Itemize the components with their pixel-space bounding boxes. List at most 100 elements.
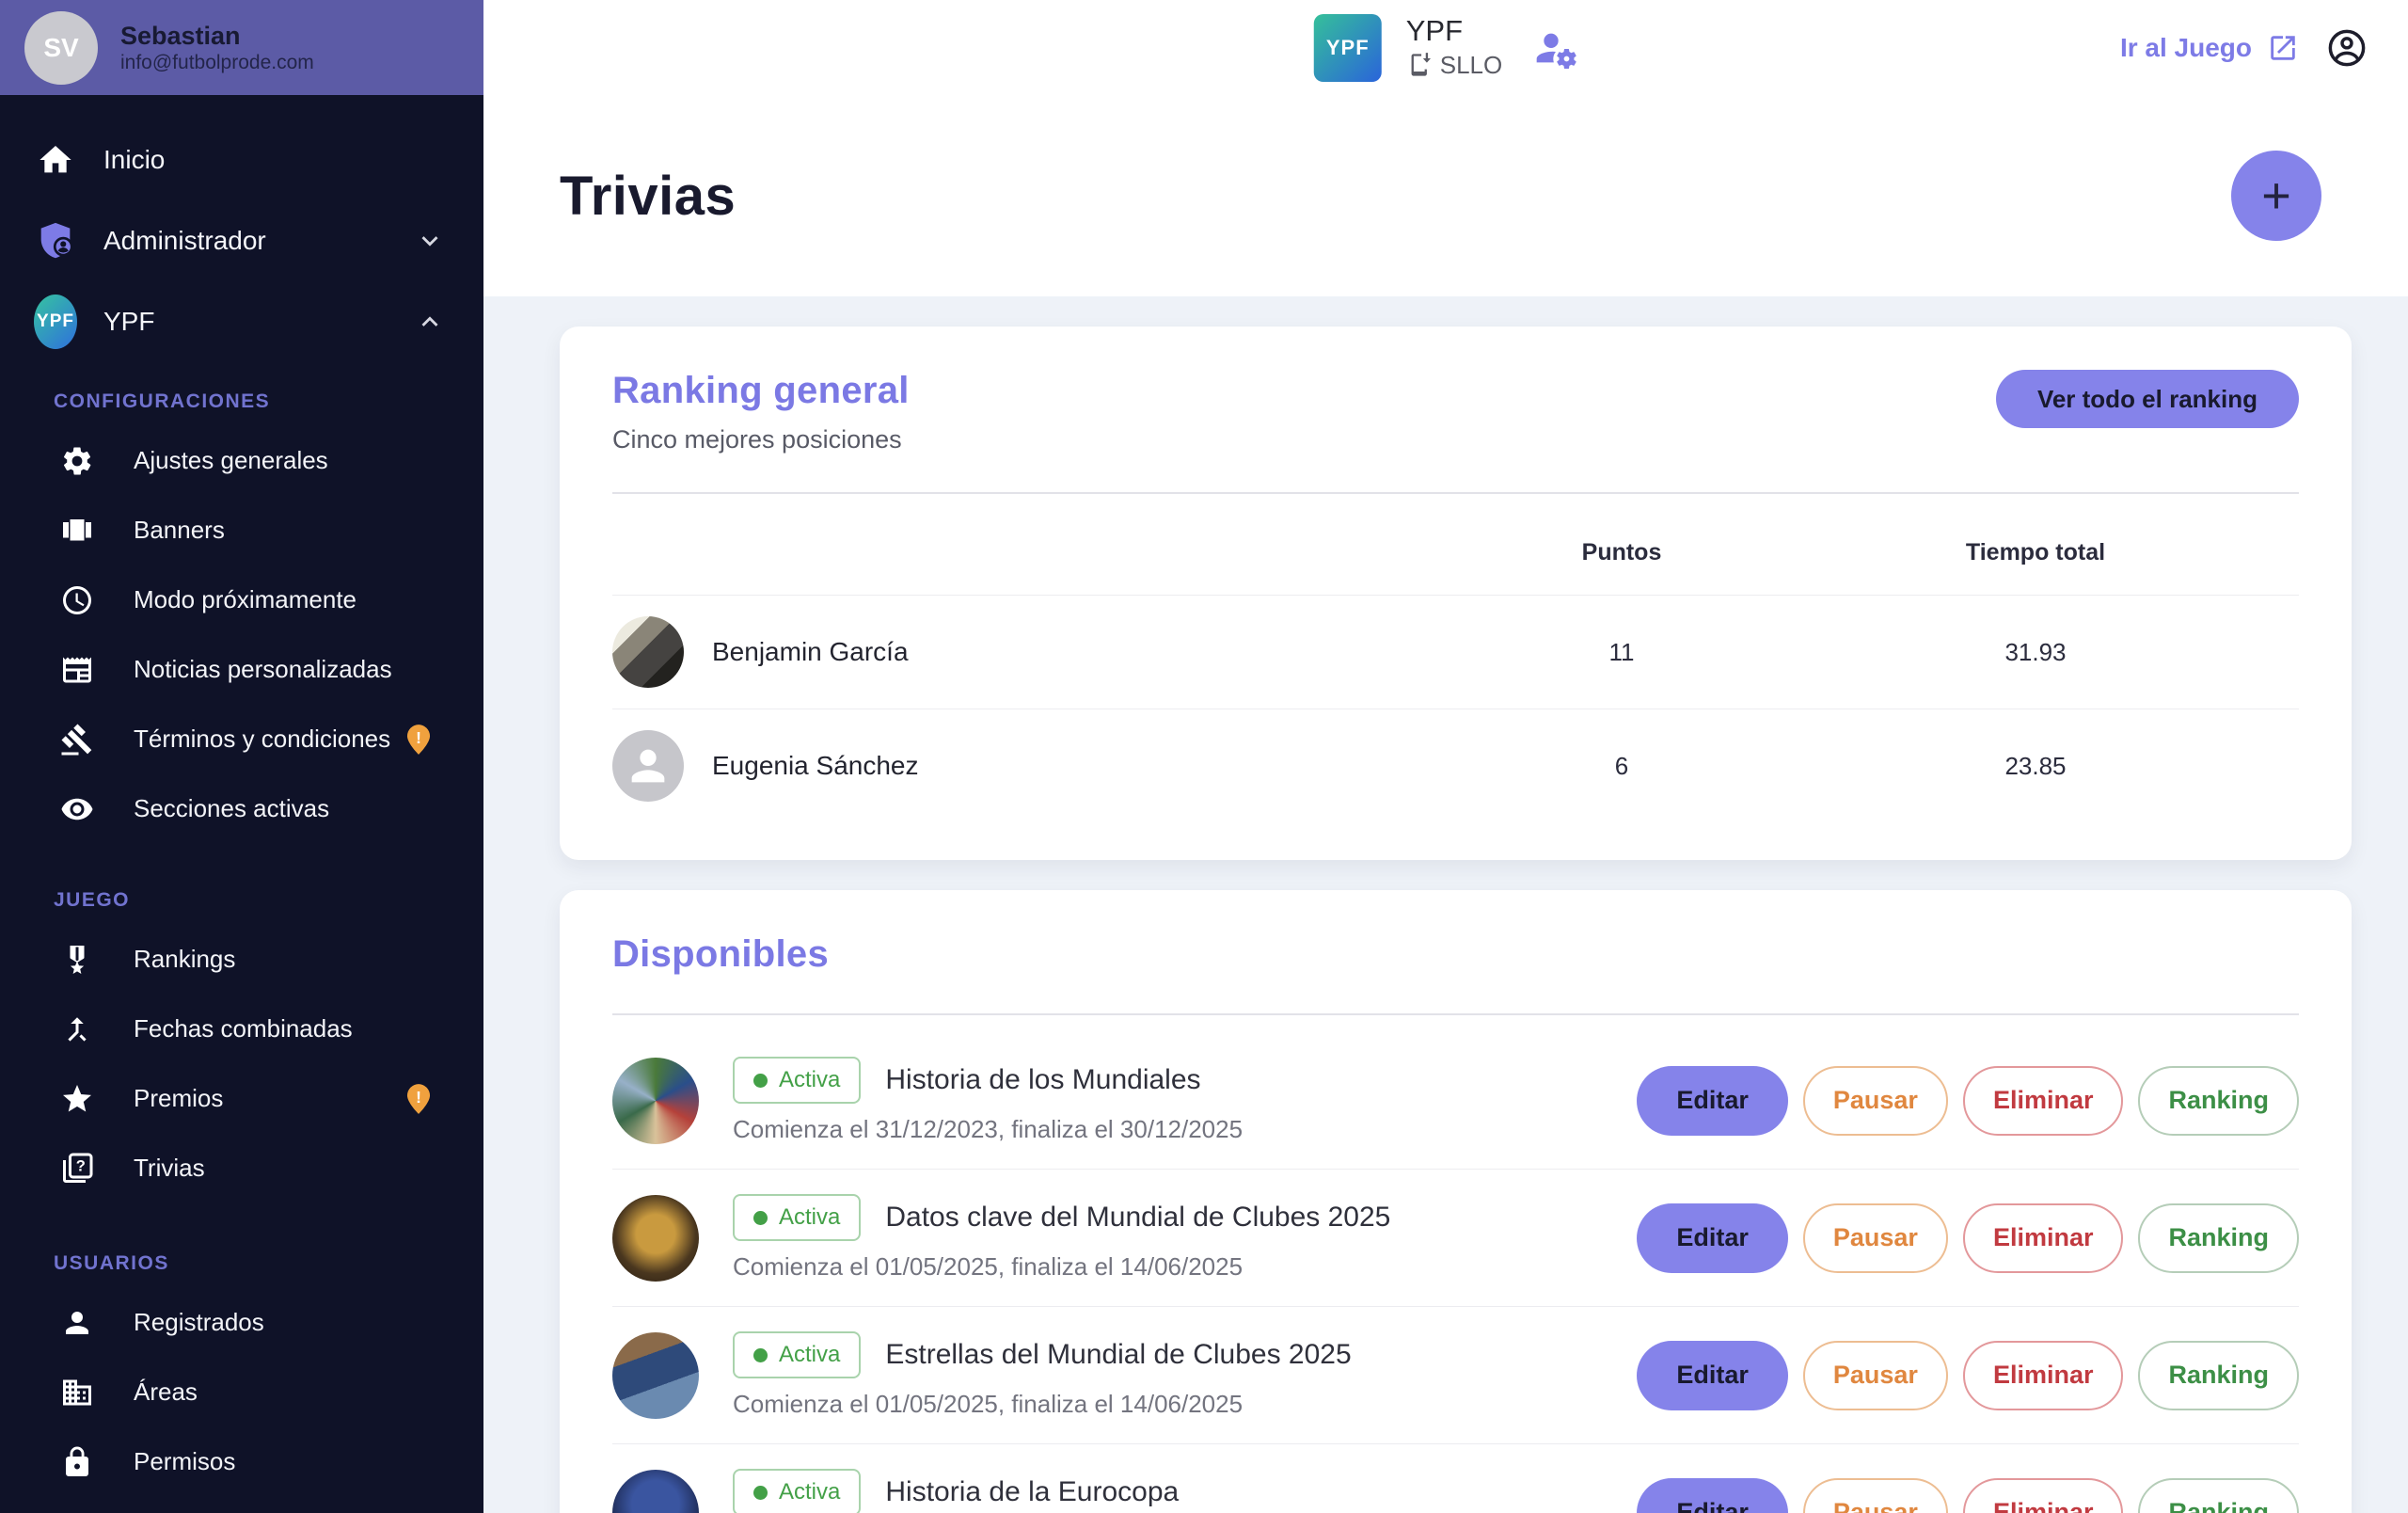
eliminar-button[interactable]: Eliminar: [1962, 1340, 2124, 1410]
add-trivia-button[interactable]: +: [2231, 151, 2321, 241]
sidebar-item-premios[interactable]: Premios !: [0, 1064, 483, 1134]
status-badge: Activa: [733, 1194, 862, 1241]
sidebar-nav: Inicio Administrador YPF: [0, 95, 483, 362]
sidebar-item-ajustes-generales[interactable]: Ajustes generales: [0, 426, 483, 496]
sidebar-item-permisos[interactable]: Permisos: [0, 1427, 483, 1497]
sidebar-item-trivias[interactable]: ? Trivias: [0, 1134, 483, 1203]
trivia-avatar: [612, 1331, 699, 1419]
brand-subtitle: SLLO: [1439, 50, 1503, 79]
sidebar-item-fechas-combinadas[interactable]: Fechas combinadas: [0, 995, 483, 1064]
user-banner[interactable]: SV Sebastian info@futbolprode.com: [0, 0, 483, 95]
brand: YPF YPF SLLO: [1313, 13, 1578, 82]
ypf-square-logo: YPF: [1313, 13, 1382, 82]
sidebar-item-inicio[interactable]: Inicio: [0, 119, 483, 200]
install-mobile-icon: [1406, 52, 1433, 78]
sidebar-item-ypf[interactable]: YPF YPF: [0, 281, 483, 362]
available-title: Disponibles: [612, 933, 829, 975]
player-name: Eugenia Sánchez: [712, 751, 919, 780]
ranking-table-header: Puntos Tiempo total: [612, 494, 2299, 595]
status-label: Activa: [779, 1204, 841, 1230]
sidebar-item-administrador[interactable]: Administrador: [0, 200, 483, 281]
svg-text:?: ?: [76, 1157, 86, 1174]
player-time: 31.93: [2004, 637, 2067, 666]
go-to-game-label: Ir al Juego: [2119, 32, 2252, 62]
eliminar-button[interactable]: Eliminar: [1962, 1202, 2124, 1273]
star-icon: [58, 1080, 96, 1118]
trivia-dates: Comienza el 31/12/2023, finaliza el 30/1…: [733, 1115, 1244, 1143]
content-area: Ranking general Cinco mejores posiciones…: [483, 296, 2408, 1513]
admin-shield-icon: [34, 219, 77, 263]
sidebar-sections: CONFIGURACIONES Ajustes generales Banner…: [0, 390, 483, 1497]
carousel-icon: [58, 512, 96, 549]
view-all-ranking-button[interactable]: Ver todo el ranking: [1995, 370, 2299, 428]
sidebar-item-label: Trivias: [134, 1154, 205, 1183]
warning-pin-icon: !: [401, 722, 436, 757]
ranking-button[interactable]: Ranking: [2138, 1065, 2299, 1136]
trivia-title: Historia de los Mundiales: [885, 1064, 1201, 1095]
player-name: Benjamin García: [712, 637, 909, 666]
ranking-button[interactable]: Ranking: [2138, 1477, 2299, 1513]
gavel-icon: [58, 721, 96, 758]
pausar-button[interactable]: Pausar: [1802, 1202, 1948, 1273]
trivia-actions: Editar Pausar Eliminar Ranking: [1637, 1202, 2299, 1273]
editar-button[interactable]: Editar: [1637, 1065, 1788, 1136]
sidebar-item-label: Premios: [134, 1084, 224, 1113]
sidebar-item-banners[interactable]: Banners: [0, 496, 483, 565]
status-badge: Activa: [733, 1469, 862, 1513]
user-placeholder-avatar: [612, 730, 684, 802]
sidebar-item-label: Registrados: [134, 1308, 264, 1337]
pausar-button[interactable]: Pausar: [1802, 1340, 1948, 1410]
divider: [612, 492, 2299, 494]
trivia-item: Activa Historia de la Eurocopa Comienza …: [612, 1443, 2299, 1513]
editar-button[interactable]: Editar: [1637, 1340, 1788, 1410]
warning-pin-icon: !: [401, 1081, 436, 1117]
status-dot-icon: [753, 1347, 768, 1362]
sidebar-item-label: YPF: [103, 307, 155, 336]
status-label: Activa: [779, 1479, 841, 1505]
ranking-row: Benjamin García 11 31.93: [612, 595, 2299, 709]
page-title: Trivias: [560, 165, 737, 227]
user-email: info@futbolprode.com: [120, 52, 314, 74]
sidebar-item-registrados[interactable]: Registrados: [0, 1288, 483, 1358]
pausar-button[interactable]: Pausar: [1802, 1477, 1948, 1513]
account-circle-icon[interactable]: [2325, 26, 2368, 70]
pausar-button[interactable]: Pausar: [1802, 1065, 1948, 1136]
go-to-game-link[interactable]: Ir al Juego: [2120, 32, 2299, 64]
manage-accounts-icon[interactable]: [1534, 26, 1577, 70]
sidebar-item-label: Banners: [134, 516, 225, 545]
status-label: Activa: [779, 1342, 841, 1367]
trivia-dates: Comienza el 01/05/2025, finaliza el 14/0…: [733, 1390, 1244, 1418]
status-dot-icon: [753, 1073, 768, 1088]
trivia-avatar: [612, 1057, 699, 1144]
sidebar-item-label: Rankings: [134, 945, 236, 974]
sidebar-item-label: Ajustes generales: [134, 446, 328, 475]
page-head: Trivias +: [483, 95, 2408, 296]
building-icon: [58, 1374, 96, 1411]
sidebar-item-areas[interactable]: Áreas: [0, 1358, 483, 1427]
status-dot-icon: [753, 1210, 768, 1225]
clock-icon: [58, 581, 96, 619]
medal-icon: [58, 941, 96, 979]
trivia-title: Datos clave del Mundial de Clubes 2025: [885, 1202, 1391, 1233]
ranking-subtitle: Cinco mejores posiciones: [612, 425, 902, 454]
player-points: 6: [1614, 751, 1629, 780]
sidebar-item-secciones-activas[interactable]: Secciones activas: [0, 774, 483, 844]
editar-button[interactable]: Editar: [1637, 1477, 1788, 1513]
sidebar-section-juego: JUEGO Rankings Fechas combinadas Premios…: [0, 889, 483, 1203]
sidebar-item-rankings[interactable]: Rankings: [0, 925, 483, 995]
ranking-button[interactable]: Ranking: [2138, 1340, 2299, 1410]
divider: [612, 1013, 2299, 1015]
sidebar-item-terminos-y-condiciones[interactable]: Términos y condiciones !: [0, 705, 483, 774]
eliminar-button[interactable]: Eliminar: [1962, 1065, 2124, 1136]
ranking-button[interactable]: Ranking: [2138, 1202, 2299, 1273]
trivia-title: Estrellas del Mundial de Clubes 2025: [885, 1339, 1352, 1370]
eye-icon: [58, 790, 96, 828]
editar-button[interactable]: Editar: [1637, 1202, 1788, 1273]
trivia-actions: Editar Pausar Eliminar Ranking: [1637, 1477, 2299, 1513]
sidebar-item-label: Modo próximamente: [134, 585, 356, 614]
ranking-title: Ranking general: [612, 370, 910, 411]
section-label: CONFIGURACIONES: [54, 390, 271, 412]
sidebar-item-modo-proximamente[interactable]: Modo próximamente: [0, 565, 483, 635]
sidebar-item-noticias-personalizadas[interactable]: Noticias personalizadas: [0, 635, 483, 705]
eliminar-button[interactable]: Eliminar: [1962, 1477, 2124, 1513]
